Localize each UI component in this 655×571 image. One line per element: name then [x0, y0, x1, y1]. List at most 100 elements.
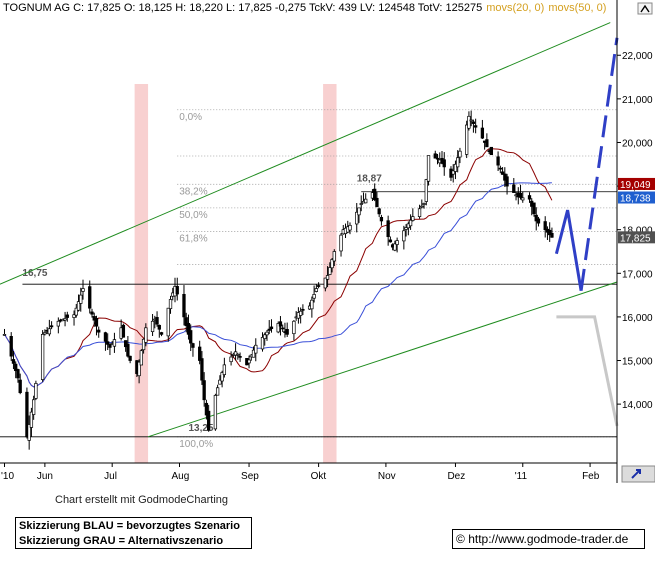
candle-body: [496, 156, 500, 166]
trend-channel: [0, 22, 618, 438]
fib-level-label: 61,8%: [179, 233, 207, 244]
ma50-legend: movs(50, 0): [548, 2, 606, 14]
candle-body: [485, 139, 489, 148]
candle-body: [263, 334, 267, 339]
candle-body: [251, 349, 256, 358]
candle-body: [159, 332, 164, 335]
candle-body: [18, 379, 22, 394]
y-tick-label: 17,000: [622, 269, 653, 280]
candle-body: [536, 218, 541, 224]
channel-lower-line: [147, 281, 618, 438]
collapse-arrow-icon[interactable]: [637, 2, 653, 15]
candle-body: [141, 338, 146, 351]
candle-body: [505, 176, 509, 187]
candle-body: [393, 243, 397, 251]
candle-body: [312, 294, 316, 299]
legend-blue-text: Skizzierung BLAU = bevorzugtes Szenario: [19, 520, 240, 532]
candle-body: [137, 361, 141, 377]
price-tag-label: 19,049: [620, 180, 651, 191]
level-label: 18,87: [357, 174, 382, 185]
candle-body: [292, 320, 296, 335]
candle-body: [379, 217, 384, 222]
y-tick-label: 16,000: [622, 313, 653, 324]
candle-body: [175, 286, 179, 295]
candle-body: [442, 159, 446, 168]
candle-body: [465, 124, 469, 155]
candle-body: [29, 411, 34, 428]
candle-body: [388, 239, 393, 243]
candle-body: [16, 369, 20, 379]
x-tick-label: Feb: [582, 471, 600, 482]
candle-body: [94, 317, 99, 327]
candle-body: [474, 125, 478, 128]
y-tick-label: 14,000: [622, 400, 653, 411]
price-axis: 14,00015,00016,00017,00018,00019,00020,0…: [616, 0, 653, 483]
chart-credit: Chart erstellt mit GodmodeCharting: [55, 494, 229, 506]
candle-body: [548, 229, 552, 236]
candle-body: [404, 227, 408, 230]
candle-body: [532, 202, 536, 215]
candle-body: [220, 372, 224, 382]
candle-body: [72, 314, 76, 318]
candle-body: [357, 207, 361, 216]
candle-body: [480, 127, 485, 139]
ma20-legend: movs(20, 0): [486, 2, 544, 14]
candle-body: [247, 359, 251, 364]
candle-body: [79, 294, 83, 304]
candle-body: [359, 203, 363, 205]
candlesticks: [2, 110, 554, 450]
candle-body: [222, 364, 227, 375]
price-tag: [618, 231, 655, 244]
candle-body: [451, 170, 455, 175]
candle-body: [386, 220, 390, 238]
fib-level-label: 38,2%: [179, 186, 207, 197]
scroll-button[interactable]: [621, 465, 655, 483]
candle-body: [550, 232, 554, 238]
candle-body: [301, 308, 305, 311]
candle-body: [32, 399, 36, 415]
candle-body: [126, 343, 130, 357]
candle-body: [411, 216, 415, 221]
candle-body: [328, 267, 332, 275]
candle-body: [469, 119, 473, 122]
candle-body: [25, 391, 29, 438]
candle-body: [88, 286, 92, 309]
candle-body: [489, 146, 494, 156]
legend-grey-text: Skizzierung GRAU = Alternativszenario: [19, 535, 224, 547]
svg-text:TOGNUM AG C: 17,825 O: 18,125: TOGNUM AG C: 17,825 O: 18,125 H: 18,220 …: [3, 2, 606, 14]
candle-body: [202, 380, 206, 401]
candle-body: [186, 323, 191, 335]
candle-body: [81, 288, 85, 292]
grey-scenario-path: [556, 315, 619, 427]
candle-body: [123, 340, 128, 348]
candle-body: [269, 326, 274, 330]
candle-body: [43, 332, 47, 335]
candle-body: [189, 330, 193, 344]
x-tick-label: '10: [1, 471, 14, 482]
channel-upper-line: [0, 22, 611, 285]
source-link[interactable]: © http://www.godmode-trader.de: [452, 529, 645, 549]
candle-body: [417, 208, 422, 217]
candle-body: [373, 188, 377, 201]
candle-body: [236, 354, 240, 356]
candle-body: [128, 355, 132, 361]
source-url[interactable]: http://www.godmode-trader.de: [468, 532, 629, 546]
candle-body: [106, 341, 110, 345]
ma50-line: [4, 182, 552, 388]
time-axis: '10 Jun Jul Aug Sep Okt Nov Dez '11 Feb: [0, 462, 617, 482]
blue-scenario-path: [554, 209, 583, 291]
moving-averages: [4, 148, 553, 388]
price-tag: [618, 177, 655, 190]
candle-body: [267, 328, 271, 331]
candle-body: [207, 410, 211, 431]
candle-body: [103, 332, 108, 342]
candle-body: [11, 359, 16, 364]
candle-body: [426, 155, 431, 182]
candle-body: [310, 299, 314, 310]
copyright-icon: ©: [456, 532, 465, 546]
y-tick-label: 20,000: [622, 138, 653, 149]
ma20-line: [4, 148, 553, 388]
candle-body: [112, 339, 117, 347]
